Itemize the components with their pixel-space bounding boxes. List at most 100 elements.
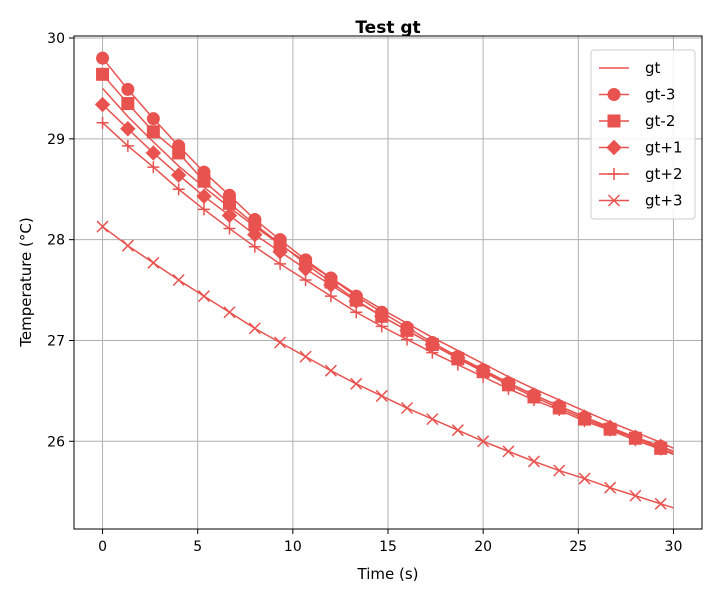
data-point-gt+3 — [299, 350, 312, 363]
data-point-gt+3 — [604, 481, 617, 494]
y-tick-label: 27 — [47, 333, 65, 349]
data-point-gt+3 — [477, 435, 490, 448]
data-point-gt+3 — [654, 497, 667, 510]
data-point-gt-2 — [222, 196, 236, 210]
series-line-gt+2 — [102, 122, 674, 456]
x-tick-label: 0 — [98, 539, 107, 555]
series-line-gt+3 — [102, 225, 674, 509]
series-layer — [94, 51, 674, 510]
data-point-gt+3 — [578, 472, 591, 485]
data-point-gt+3 — [274, 336, 287, 349]
data-point-gt+2 — [147, 161, 160, 174]
x-tick-label: 10 — [284, 539, 302, 555]
data-point-gt-2 — [172, 146, 186, 160]
data-point-gt+3 — [400, 401, 414, 415]
legend-marker — [607, 194, 621, 207]
x-tick-label: 30 — [665, 539, 683, 555]
data-point-gt-2 — [96, 67, 110, 81]
data-point-gt+2 — [274, 257, 287, 270]
data-point-gt+2 — [426, 346, 439, 359]
data-point-gt+3 — [121, 239, 134, 252]
ticks: 0 5 10 15 20 25 30 26 27 28 29 30 — [47, 31, 682, 555]
y-tick-label: 29 — [47, 132, 65, 148]
data-point-gt+3 — [172, 273, 185, 287]
data-point-gt+2 — [350, 306, 363, 319]
legend-item-gt+2: gt+2 — [599, 165, 683, 183]
data-point-gt+3 — [502, 445, 515, 458]
legend-item-gt+1: gt+1 — [599, 139, 683, 157]
data-point-gt+2 — [527, 393, 540, 406]
data-point-gt-2 — [146, 125, 160, 139]
x-tick-label: 15 — [379, 539, 397, 555]
data-point-gt+2 — [223, 222, 236, 235]
data-point-gt+2 — [578, 415, 591, 428]
legend-marker — [607, 88, 621, 101]
series-gt+2 — [96, 116, 674, 456]
data-point-gt+2 — [604, 424, 617, 437]
y-tick-label: 26 — [47, 434, 65, 450]
y-tick-label: 28 — [47, 233, 65, 249]
data-point-gt+3 — [426, 413, 439, 426]
data-point-gt+2 — [451, 358, 464, 371]
data-point-gt-3 — [121, 82, 135, 96]
legend-label: gt+2 — [645, 165, 683, 183]
data-point-gt+3 — [629, 489, 642, 502]
series-gt-2 — [96, 67, 674, 455]
data-point-gt+3 — [451, 424, 464, 437]
legend-item-gt+3: gt+3 — [599, 192, 683, 210]
data-point-gt+2 — [502, 382, 515, 395]
legend-label: gt-3 — [645, 86, 675, 104]
data-point-gt+2 — [299, 273, 312, 286]
data-point-gt+1 — [94, 96, 111, 113]
data-point-gt+1 — [170, 167, 187, 183]
data-point-gt+2 — [324, 290, 337, 303]
series-gt+3 — [96, 220, 674, 510]
legend-label: gt+1 — [645, 139, 683, 157]
legend: gt gt-3 gt-2 gt+1 gt+2 gt+3 — [590, 49, 696, 220]
data-point-gt+3 — [324, 364, 337, 377]
data-point-gt+2 — [477, 370, 490, 383]
grid — [74, 36, 702, 529]
data-point-gt-2 — [121, 97, 135, 111]
legend-label: gt-2 — [645, 112, 675, 130]
legend-marker — [607, 114, 621, 128]
data-point-gt+3 — [350, 377, 363, 390]
legend-marker — [608, 168, 620, 180]
y-axis-label: Temperature (°C) — [17, 217, 35, 347]
data-point-gt+2 — [375, 320, 388, 333]
x-axis-label: Time (s) — [357, 565, 419, 583]
legend-label: gt — [645, 59, 661, 77]
data-point-gt-3 — [146, 112, 160, 126]
data-point-gt+1 — [145, 145, 162, 161]
data-point-gt+1 — [196, 188, 212, 205]
data-point-gt+2 — [248, 240, 261, 253]
data-point-gt+3 — [96, 220, 109, 233]
data-point-gt+2 — [401, 333, 414, 346]
data-point-gt+1 — [120, 121, 136, 137]
data-point-gt+3 — [147, 256, 160, 269]
data-point-gt+3 — [223, 306, 236, 319]
data-point-gt+2 — [629, 434, 642, 447]
data-point-gt+2 — [96, 116, 109, 129]
x-tick-label: 20 — [474, 539, 492, 555]
data-point-gt+3 — [197, 290, 211, 303]
x-tick-label: 25 — [569, 539, 587, 555]
data-point-gt-3 — [96, 51, 110, 65]
legend-item-gt-2: gt-2 — [599, 112, 675, 130]
legend-item-gt: gt — [599, 59, 661, 77]
data-point-gt+3 — [248, 322, 261, 335]
legend-item-gt-3: gt-3 — [599, 86, 675, 104]
legend-marker — [606, 139, 622, 156]
chart-title: Test gt — [355, 18, 420, 38]
data-point-gt+1 — [221, 207, 238, 224]
data-point-gt+2 — [654, 443, 667, 456]
data-point-gt+2 — [197, 203, 210, 216]
data-point-gt+3 — [553, 464, 566, 477]
data-point-gt+3 — [375, 389, 388, 402]
data-point-gt+2 — [172, 183, 185, 196]
data-point-gt+2 — [553, 404, 566, 417]
data-point-gt+3 — [527, 455, 540, 468]
legend-label: gt+3 — [645, 192, 683, 210]
